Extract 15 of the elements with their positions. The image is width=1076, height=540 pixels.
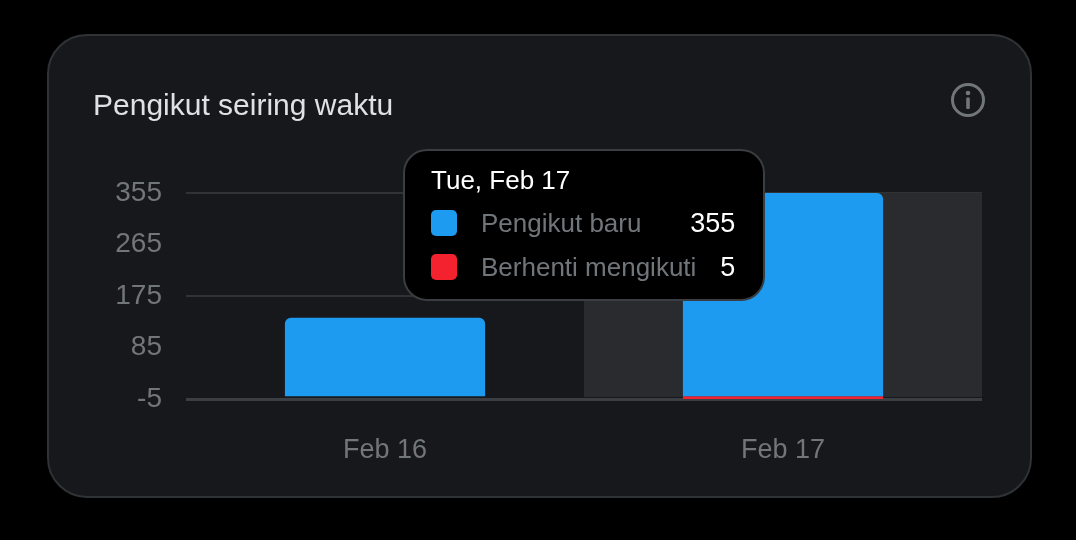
annotation: 5 <box>720 251 736 283</box>
y-tick-label: 355 <box>115 175 162 207</box>
legend-title: Tue, Feb 17 <box>431 164 572 197</box>
legend-label: Pengikut baru <box>481 207 643 239</box>
x-tick-label: Feb 16 <box>342 433 428 464</box>
legend-label: Berhenti mengikuti <box>481 251 697 283</box>
annotation: 355 <box>690 207 736 239</box>
y-tick-label: -5 <box>137 381 162 413</box>
y-tick-label: 175 <box>115 278 162 310</box>
y-tick-label: 85 <box>130 330 162 362</box>
y-tick-label: 265 <box>115 227 162 259</box>
bar <box>284 317 486 397</box>
chart-title: Pengikut seiring waktu <box>93 87 394 123</box>
x-tick-label: Feb 17 <box>740 433 826 464</box>
bar <box>682 396 884 399</box>
